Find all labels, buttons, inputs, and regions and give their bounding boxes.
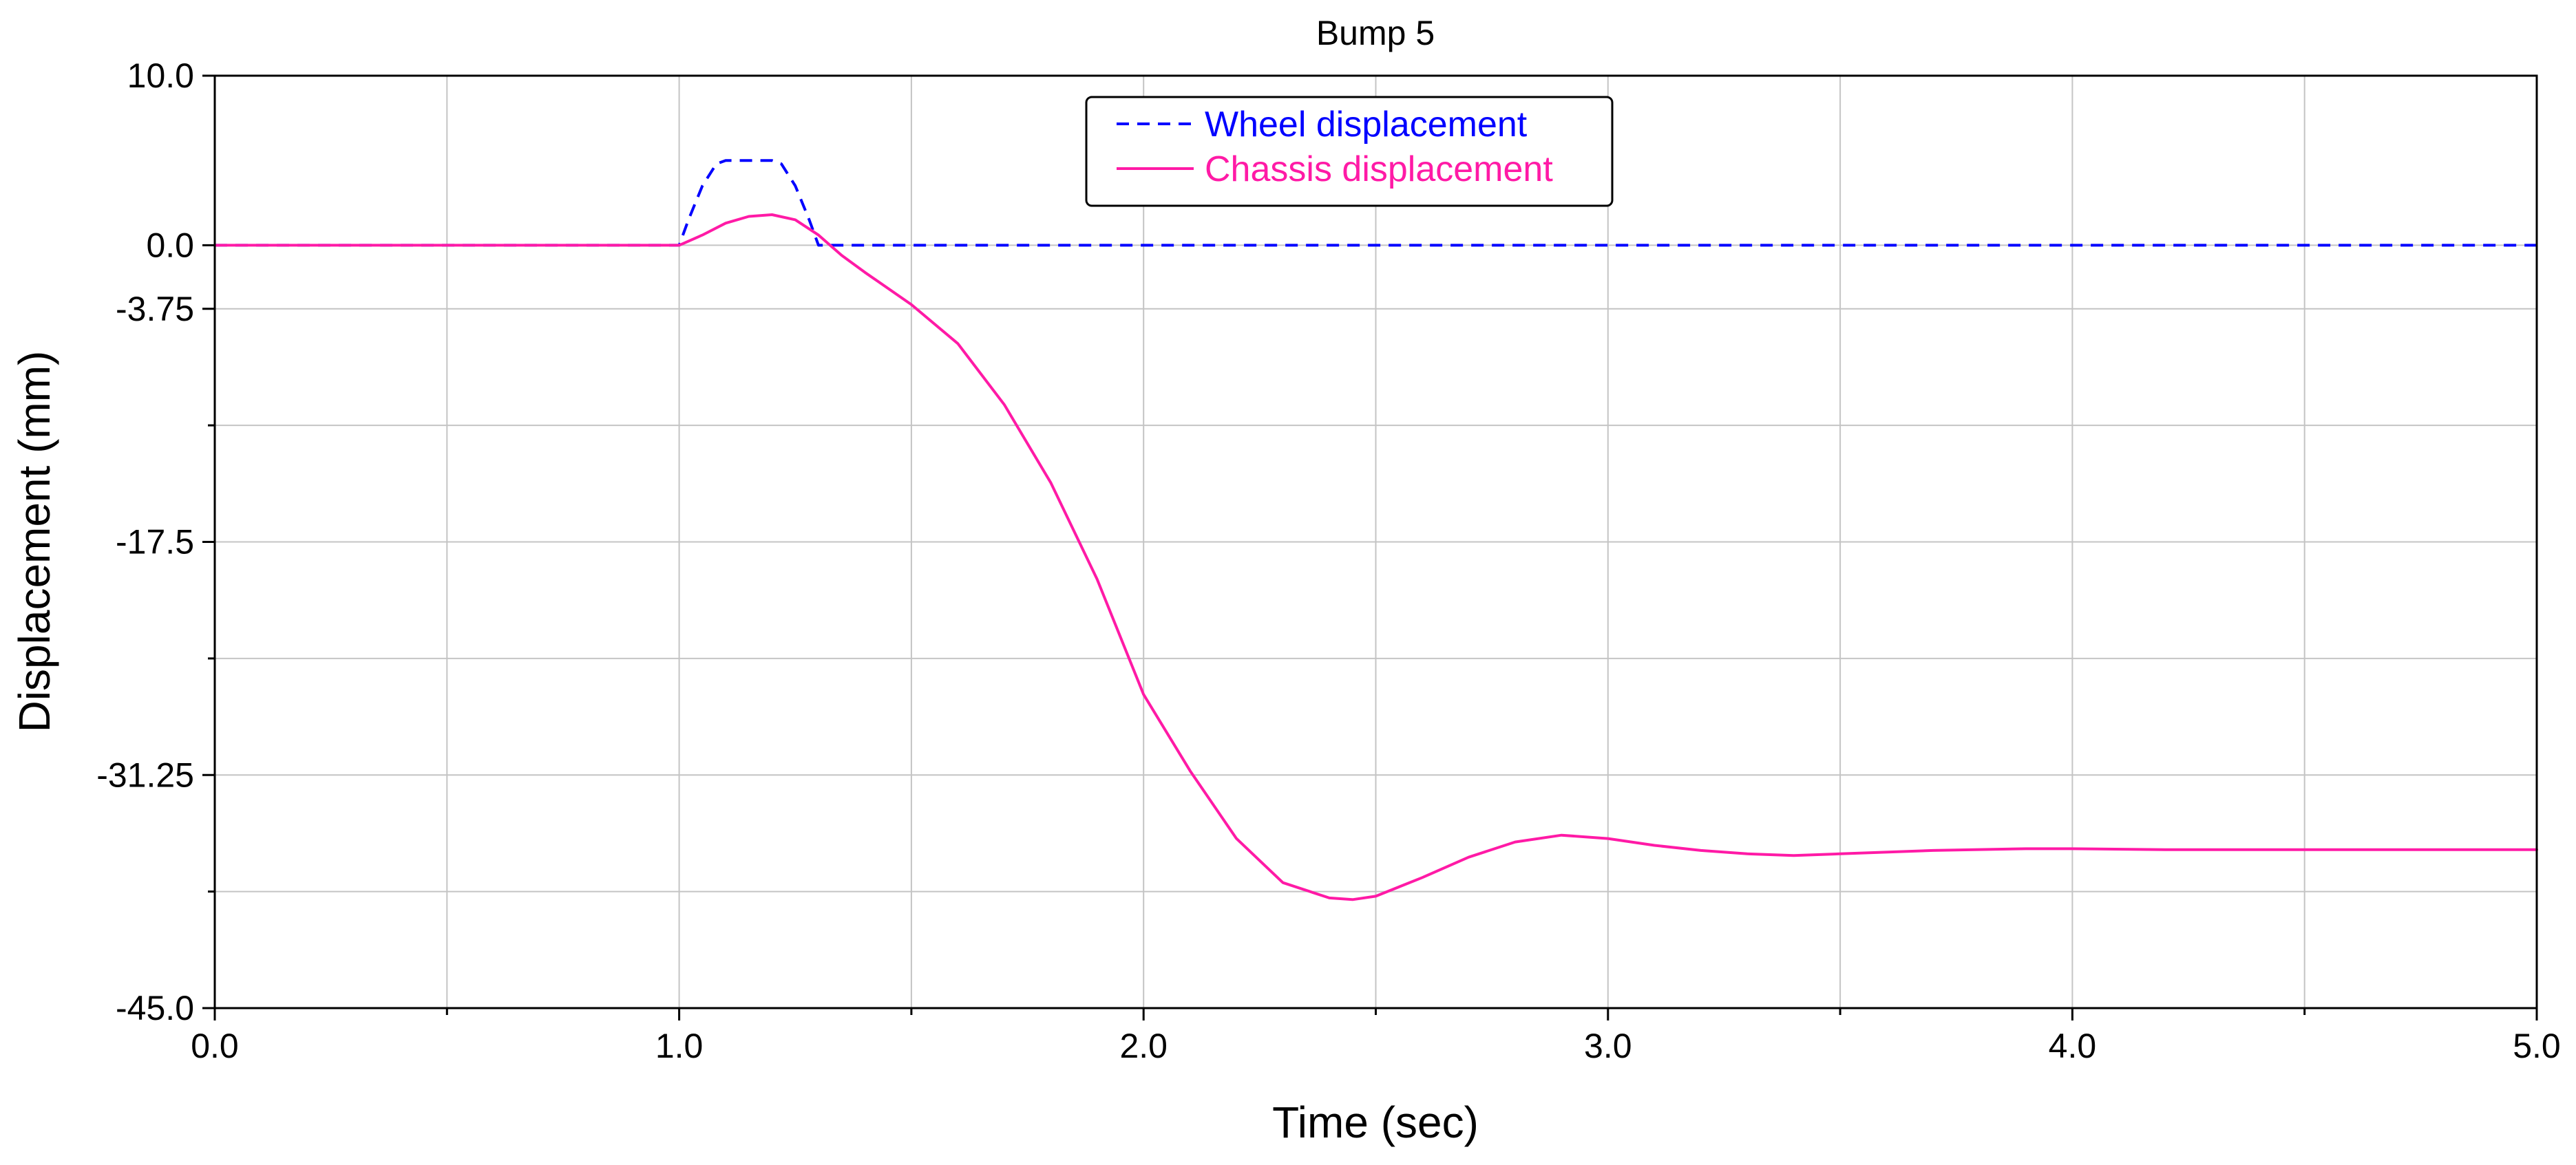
series-line-chassis-displacement [213, 213, 2538, 901]
series-line-wheel-displacement [215, 159, 2537, 247]
x-tick-label: 5.0 [2513, 1027, 2561, 1065]
legend: Wheel displacement Chassis displacement [1085, 96, 1614, 207]
chart-title: Bump 5 [1316, 14, 1435, 52]
legend-entry-wheel-displacement: Wheel displacement [1205, 105, 1528, 145]
x-tick-label: 3.0 [1584, 1027, 1632, 1065]
y-tick-label: -45.0 [116, 989, 194, 1027]
y-tick-label: 0.0 [146, 226, 194, 264]
axis-ticks: 0.0 1.0 2.0 3.0 4.0 5.0 10.0 0.0 -3.75 -17.5 -31.2… [96, 56, 2561, 1065]
y-tick-label: -31.25 [96, 756, 194, 794]
y-axis-label: Displacement (mm) [10, 351, 59, 733]
series-lines [213, 159, 2538, 901]
y-tick-label: 10.0 [127, 56, 194, 95]
x-tick-label: 1.0 [655, 1027, 704, 1065]
legend-entry-chassis-displacement: Chassis displacement [1205, 149, 1553, 189]
y-tick-label: -3.75 [116, 290, 194, 328]
x-tick-label: 4.0 [2049, 1027, 2097, 1065]
x-tick-label: 2.0 [1119, 1027, 1168, 1065]
x-axis-label: Time (sec) [1272, 1098, 1479, 1147]
y-tick-label: -17.5 [116, 523, 194, 562]
legend-box [1085, 96, 1614, 207]
x-tick-label: 0.0 [191, 1027, 239, 1065]
